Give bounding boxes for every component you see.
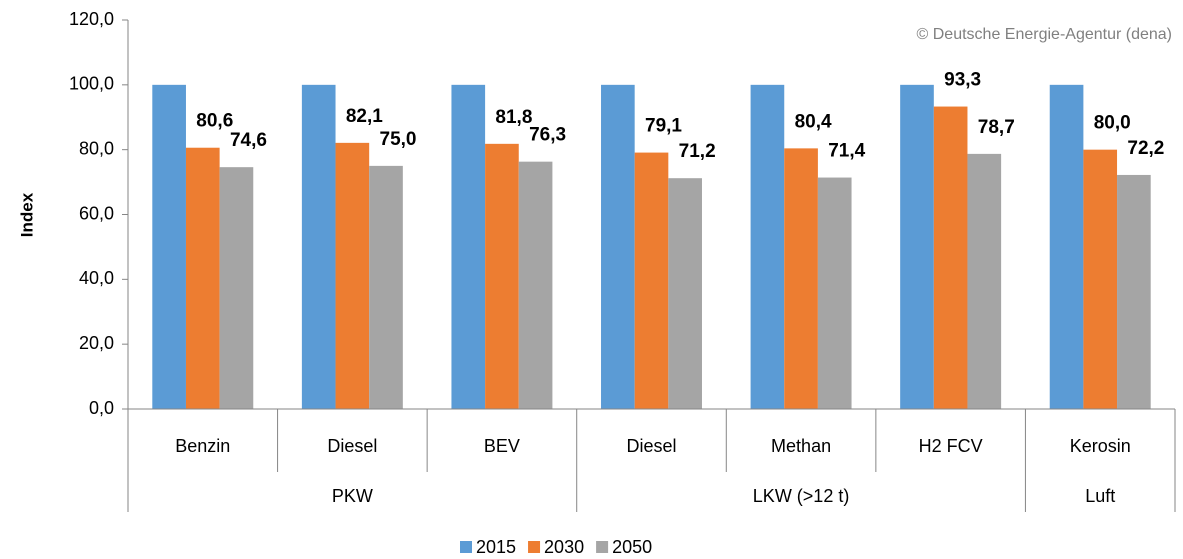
bar xyxy=(601,84,635,409)
bar xyxy=(301,84,336,409)
legend-label: 2050 xyxy=(612,537,652,557)
data-label: 71,2 xyxy=(679,141,716,162)
bar xyxy=(1117,174,1151,409)
y-tick-label: 20,0 xyxy=(79,333,114,353)
y-axis-label: Index xyxy=(17,192,36,237)
data-label: 71,4 xyxy=(828,141,865,162)
bar xyxy=(750,84,785,409)
bar xyxy=(634,152,669,409)
x-tick-label: H2 FCV xyxy=(919,436,983,456)
x-tick-label: Diesel xyxy=(626,436,676,456)
data-label: 75,0 xyxy=(380,129,417,150)
y-tick-label: 0,0 xyxy=(89,398,114,418)
bar xyxy=(369,165,403,409)
legend-label: 2030 xyxy=(544,537,584,557)
bar xyxy=(485,143,519,409)
data-label: 81,8 xyxy=(495,107,532,128)
x-tick-label: BEV xyxy=(484,436,520,456)
bar xyxy=(933,106,968,410)
bar xyxy=(1049,84,1084,409)
y-tick-label: 100,0 xyxy=(69,74,114,94)
bar xyxy=(152,84,186,409)
legend-label: 2015 xyxy=(476,537,516,557)
data-label: 82,1 xyxy=(346,106,383,127)
bar xyxy=(784,148,818,409)
data-label: 76,3 xyxy=(529,125,566,146)
x-tick-label: Kerosin xyxy=(1070,436,1131,456)
legend-swatch xyxy=(596,541,609,553)
x-tick-label: Benzin xyxy=(175,436,230,456)
bar xyxy=(219,167,254,409)
legend-swatch xyxy=(460,541,472,553)
data-label: 78,7 xyxy=(978,117,1015,138)
bar xyxy=(185,147,220,409)
bar xyxy=(518,161,553,409)
legend-swatch xyxy=(528,541,541,553)
y-tick-label: 40,0 xyxy=(79,268,114,288)
bar xyxy=(967,153,1002,409)
data-label: 93,3 xyxy=(944,70,981,91)
data-label: 72,2 xyxy=(1127,138,1164,159)
bar xyxy=(335,142,370,409)
x-tick-label: Methan xyxy=(771,436,831,456)
group-label: LKW (>12 t) xyxy=(753,486,850,506)
group-label: PKW xyxy=(332,486,373,506)
bar xyxy=(668,178,702,409)
x-tick-label: Diesel xyxy=(327,436,377,456)
y-tick-label: 120,0 xyxy=(69,9,114,29)
bar xyxy=(1083,149,1118,409)
data-label: 80,4 xyxy=(795,111,832,132)
bar xyxy=(451,84,486,409)
group-label: Luft xyxy=(1085,486,1115,506)
y-tick-label: 60,0 xyxy=(79,203,114,223)
data-label: 80,6 xyxy=(196,111,233,132)
annotation: © Deutsche Energie-Agentur (dena) xyxy=(917,26,1172,43)
y-tick-label: 80,0 xyxy=(79,138,114,158)
bar xyxy=(900,84,934,409)
data-label: 80,0 xyxy=(1094,113,1131,134)
data-label: 79,1 xyxy=(645,116,682,137)
bar xyxy=(817,177,852,409)
data-label: 74,6 xyxy=(230,130,267,151)
